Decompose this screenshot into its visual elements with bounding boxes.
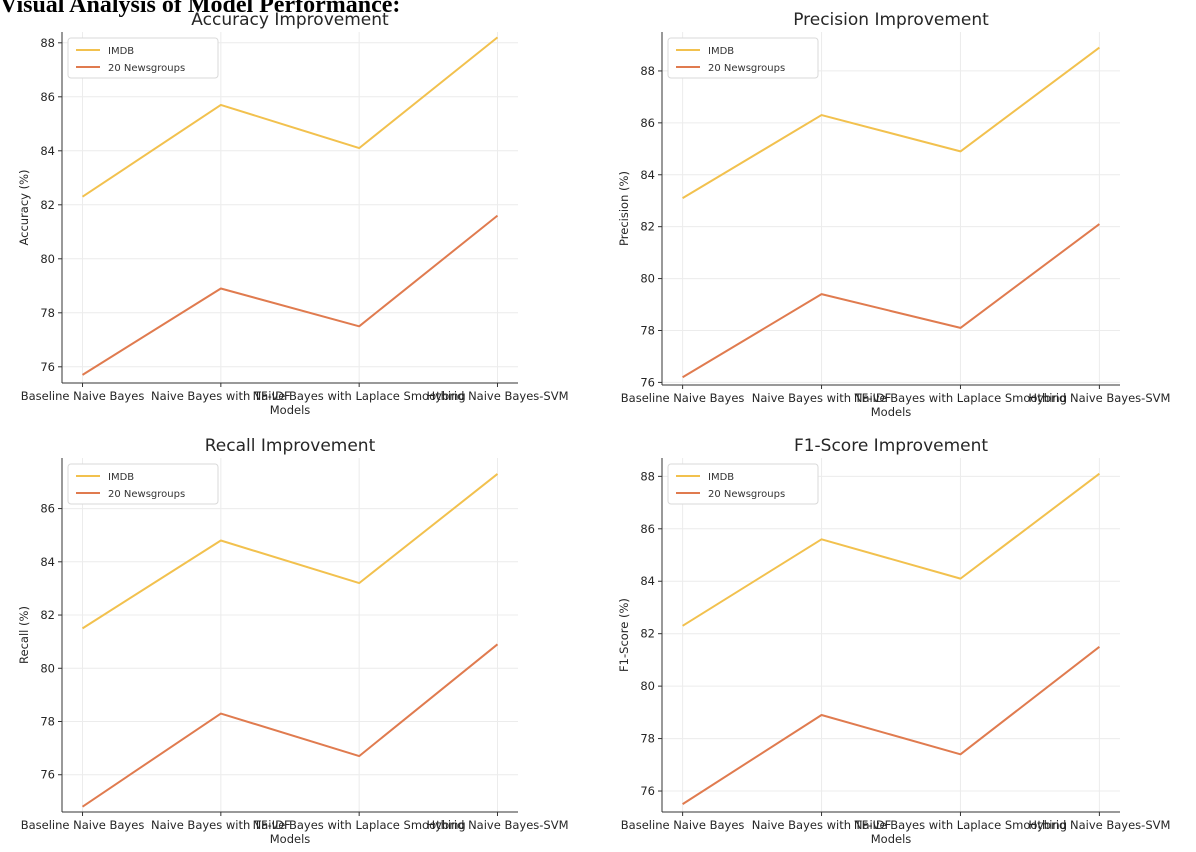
- series-line-2: [682, 223, 1100, 379]
- y-tick-label: 80: [40, 661, 55, 675]
- x-tick-label: Hybrid Naive Bayes-SVM: [1028, 818, 1170, 832]
- series-line-1: [81, 36, 499, 198]
- legend-label: 20 Newsgroups: [108, 489, 185, 500]
- y-tick-label: 76: [640, 784, 655, 798]
- y-tick-label: 88: [640, 64, 655, 78]
- x-tick-label: Baseline Naive Bayes: [621, 391, 745, 405]
- y-tick-label: 82: [40, 608, 55, 622]
- series-line-2: [81, 643, 499, 808]
- y-tick-label: 82: [640, 220, 655, 234]
- chart-title: Recall Improvement: [205, 436, 376, 456]
- chart-title: F1-Score Improvement: [794, 436, 988, 456]
- x-axis-label: Models: [871, 832, 912, 846]
- legend-label: IMDB: [108, 46, 134, 57]
- legend-box: [667, 463, 819, 505]
- y-tick-label: 86: [40, 502, 55, 516]
- legend-label: 20 Newsgroups: [708, 63, 785, 74]
- y-tick-label: 86: [640, 116, 655, 130]
- y-tick-label: 76: [640, 375, 655, 389]
- series-line-2: [81, 214, 499, 376]
- legend-label: IMDB: [708, 472, 734, 483]
- legend-label: 20 Newsgroups: [108, 63, 185, 74]
- legend-box: [667, 37, 819, 79]
- chart-panel-4: 76 78 80 82 84 86 88 Baseline Naive Bayes Naive …: [617, 436, 1170, 846]
- y-tick-label: 84: [40, 144, 55, 158]
- series-line-1: [682, 472, 1100, 627]
- y-tick-label: 82: [640, 627, 655, 641]
- y-tick-label: 88: [640, 469, 655, 483]
- x-tick-label: Naive Bayes with Laplace Smoothing: [253, 389, 466, 403]
- y-tick-label: 84: [640, 574, 655, 588]
- chart-panel-1: 76 78 80 82 84 86 88 Baseline Naive Bayes Naive …: [17, 10, 569, 417]
- page-title: Visual Analysis of Model Performance:: [0, 0, 401, 18]
- y-tick-label: 84: [40, 555, 55, 569]
- x-axis-label: Models: [270, 832, 311, 846]
- y-tick-label: 84: [640, 168, 655, 182]
- x-tick-label: Hybrid Naive Bayes-SVM: [426, 389, 568, 403]
- x-axis-label: Models: [871, 405, 912, 419]
- y-tick-label: 80: [640, 679, 655, 693]
- chart-title: Precision Improvement: [793, 10, 989, 30]
- legend-label: 20 Newsgroups: [708, 489, 785, 500]
- plot-area: [662, 32, 1120, 385]
- y-tick-label: 78: [40, 306, 55, 320]
- legend-box: [67, 37, 219, 79]
- y-axis-label: F1-Score (%): [617, 598, 631, 672]
- x-tick-label: Naive Bayes with TF-IDF: [151, 389, 291, 403]
- legend-box: [67, 463, 219, 505]
- y-tick-label: 88: [40, 36, 55, 50]
- series-line-1: [682, 46, 1100, 199]
- y-tick-label: 76: [40, 768, 55, 782]
- y-axis-label: Precision (%): [617, 171, 631, 246]
- chart-panel-3: 76 78 80 82 84 86 Baseline Naive Bayes Naive Ba…: [17, 436, 569, 846]
- series-line-1: [81, 473, 499, 630]
- x-tick-label: Naive Bayes with Laplace Smoothing: [253, 818, 466, 832]
- legend-label: IMDB: [708, 46, 734, 57]
- x-tick-label: Naive Bayes with TF-IDF: [752, 391, 892, 405]
- y-tick-label: 82: [40, 198, 55, 212]
- x-axis-label: Models: [270, 403, 311, 417]
- x-tick-label: Naive Bayes with Laplace Smoothing: [854, 818, 1067, 832]
- y-tick-label: 76: [40, 360, 55, 374]
- x-tick-label: Baseline Naive Bayes: [21, 389, 145, 403]
- y-tick-label: 86: [40, 90, 55, 104]
- series-line-2: [682, 646, 1101, 805]
- x-tick-label: Baseline Naive Bayes: [621, 818, 745, 832]
- y-tick-label: 78: [40, 715, 55, 729]
- chart-title: Accuracy Improvement: [191, 10, 389, 30]
- x-tick-label: Baseline Naive Bayes: [21, 818, 145, 832]
- legend-label: IMDB: [108, 472, 134, 483]
- y-tick-label: 78: [640, 323, 655, 337]
- plot-area: [62, 32, 518, 383]
- y-tick-label: 86: [640, 522, 655, 536]
- y-tick-label: 80: [640, 272, 655, 286]
- x-tick-label: Naive Bayes with Laplace Smoothing: [854, 391, 1067, 405]
- y-axis-label: Accuracy (%): [17, 169, 31, 245]
- x-tick-label: Naive Bayes with TF-IDF: [752, 818, 892, 832]
- chart-panel-2: 76 78 80 82 84 86 88 Baseline Naive Bayes Naive …: [617, 10, 1170, 419]
- x-tick-label: Hybrid Naive Bayes-SVM: [426, 818, 568, 832]
- x-tick-label: Naive Bayes with TF-IDF: [151, 818, 291, 832]
- y-tick-label: 78: [640, 732, 655, 746]
- y-axis-label: Recall (%): [17, 606, 31, 664]
- y-tick-label: 80: [40, 252, 55, 266]
- x-tick-label: Hybrid Naive Bayes-SVM: [1028, 391, 1170, 405]
